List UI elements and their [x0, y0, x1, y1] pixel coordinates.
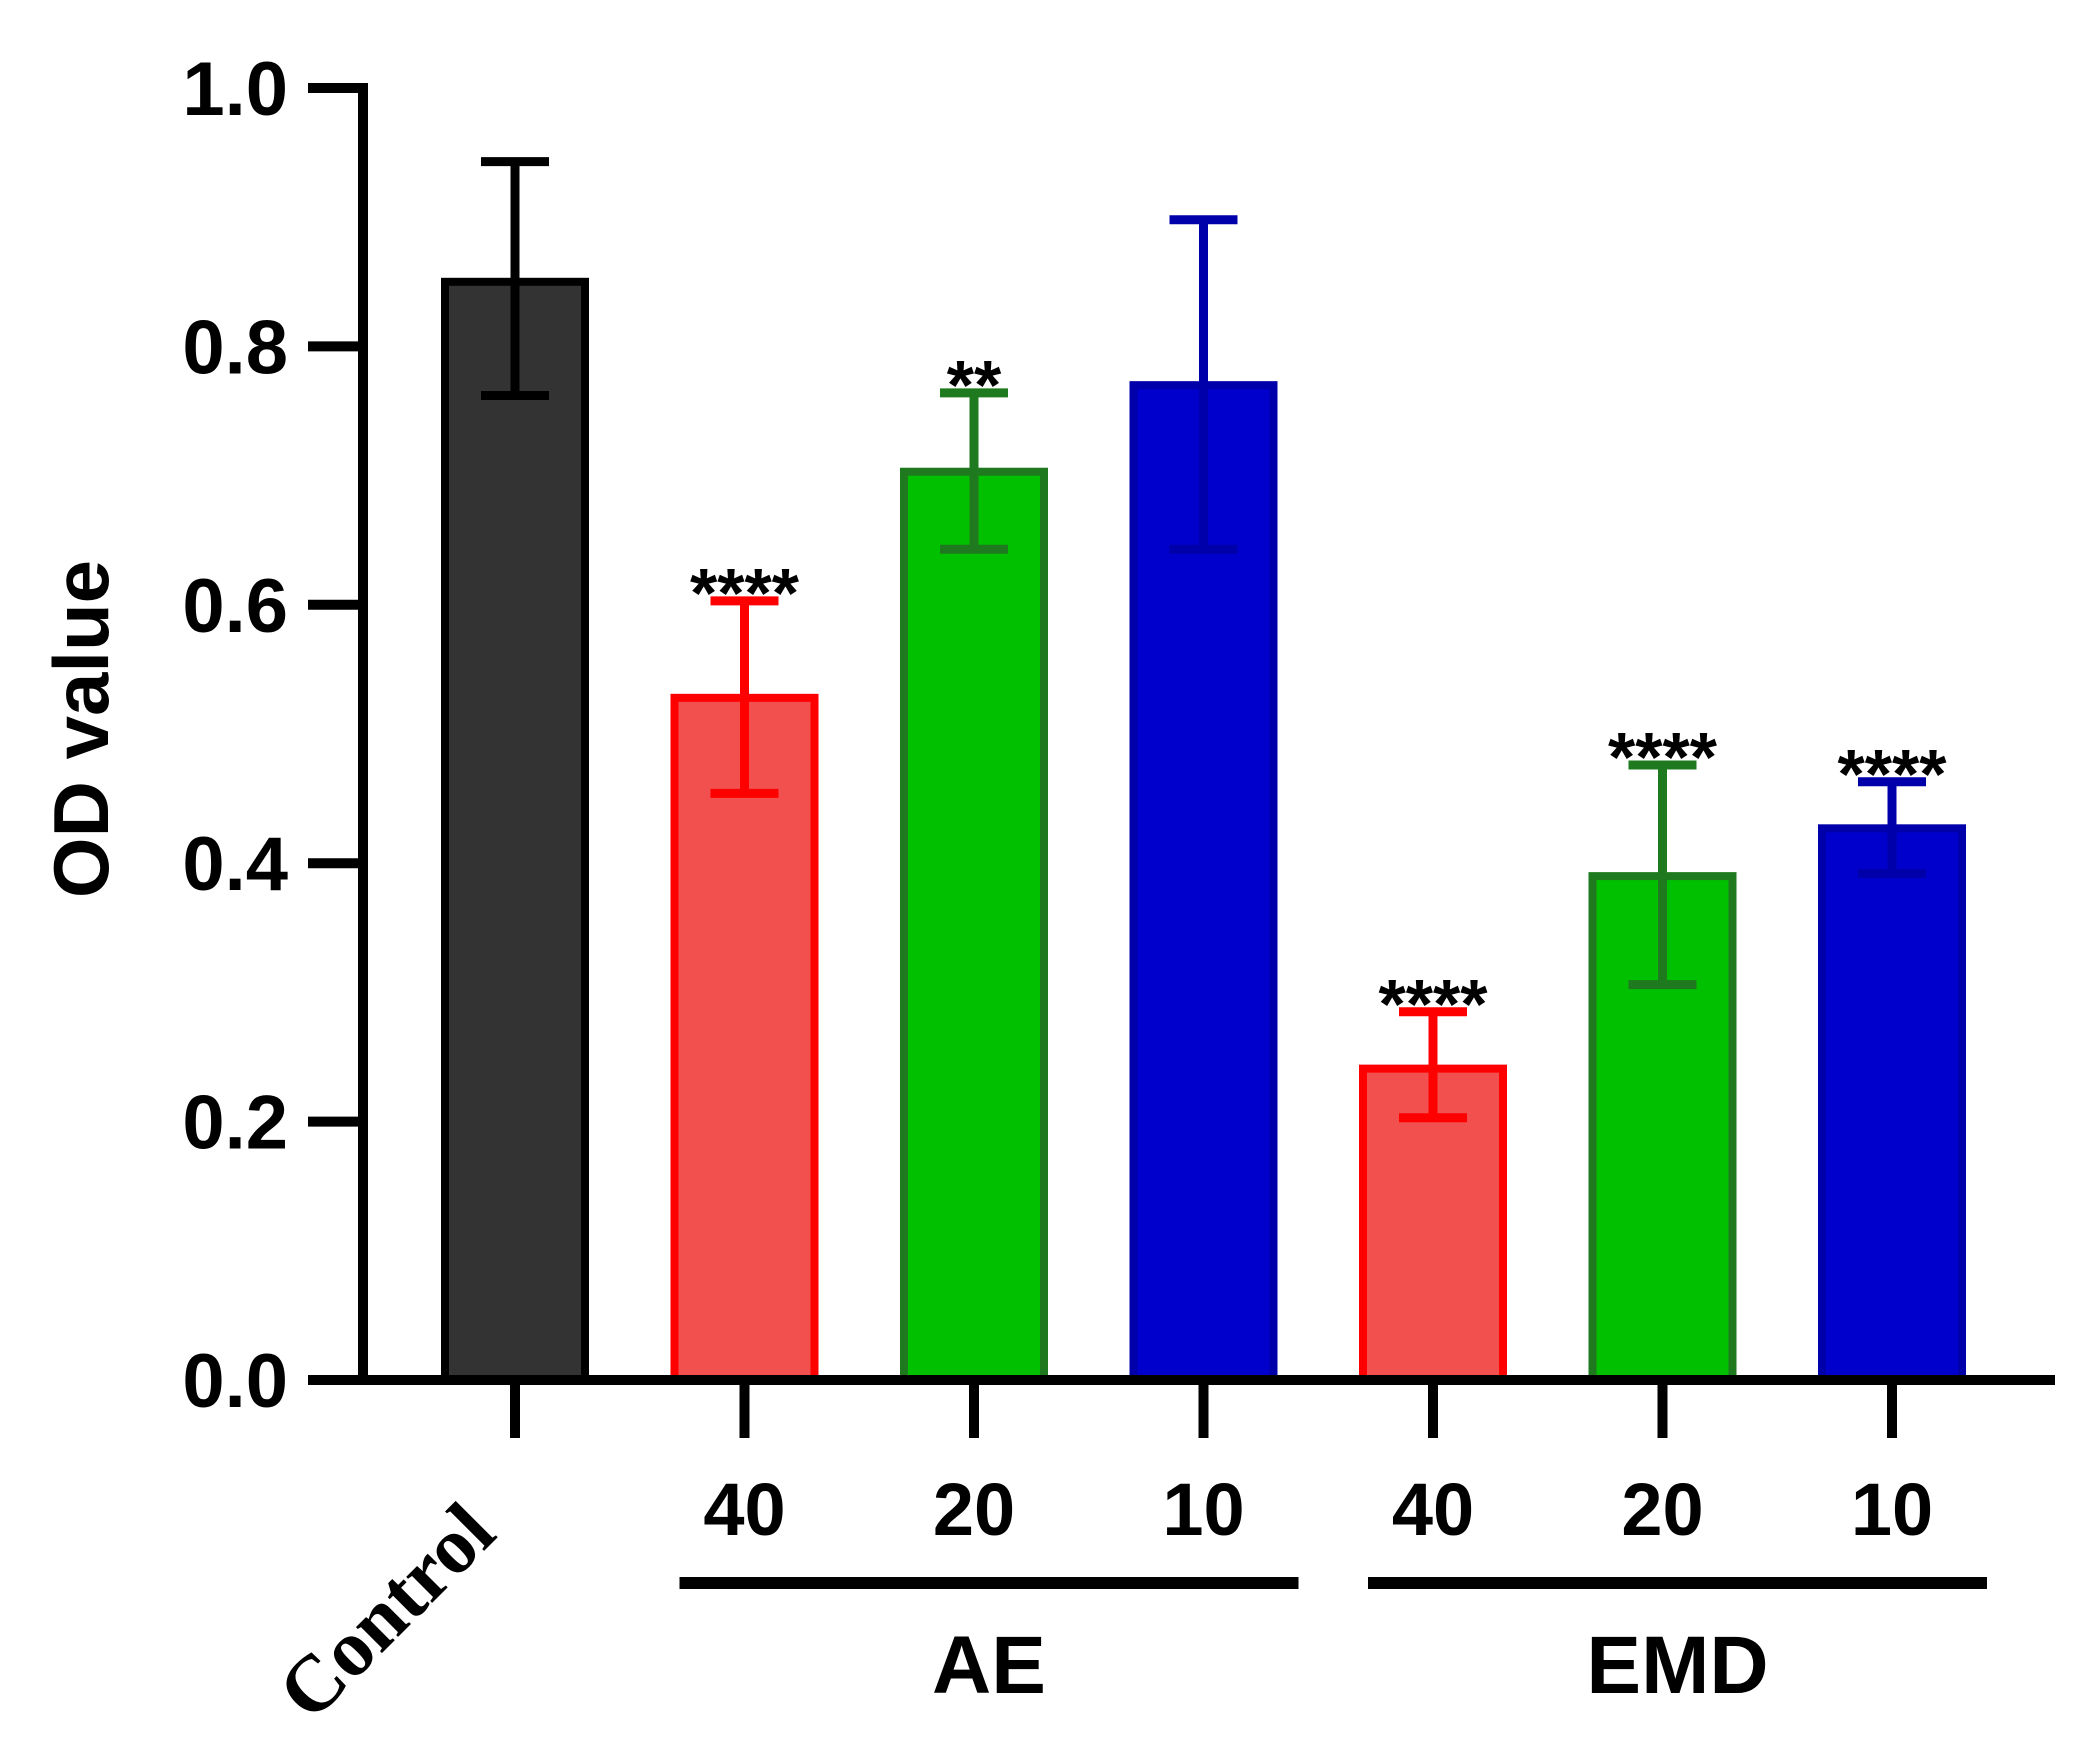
- significance-label-3: **: [947, 346, 1002, 424]
- y-tick-label-5: 1.0: [182, 47, 288, 132]
- x-label-4: 10: [1162, 1468, 1244, 1551]
- x-label-5: 40: [1392, 1468, 1474, 1551]
- significance-label-6: ****: [1608, 718, 1718, 796]
- y-tick-label-2: 0.4: [182, 822, 288, 907]
- y-tick-label-3: 0.6: [182, 564, 288, 649]
- axes-layer: [308, 83, 2055, 1589]
- x-label-2: 40: [703, 1468, 785, 1551]
- bar-7: [1818, 824, 1966, 1384]
- bar-2: [670, 693, 819, 1384]
- x-label-control: Control: [262, 1487, 512, 1737]
- group-label-ae: AE: [932, 1620, 1046, 1711]
- bar-1: [441, 277, 589, 1384]
- bars-layer: [441, 157, 1966, 1385]
- y-tick-label-0: 0.0: [182, 1339, 288, 1424]
- group-label-emd: EMD: [1586, 1620, 1768, 1711]
- x-label-7: 10: [1851, 1468, 1933, 1551]
- y-tick-label-4: 0.8: [182, 305, 288, 390]
- significance-label-5: ****: [1379, 965, 1489, 1043]
- significance-label-7: ****: [1838, 735, 1948, 813]
- y-tick-label-1: 0.2: [182, 1081, 288, 1166]
- y-axis-title: OD value: [37, 560, 125, 898]
- significance-label-2: ****: [690, 554, 800, 632]
- x-label-3: 20: [933, 1468, 1015, 1551]
- x-label-6: 20: [1621, 1468, 1703, 1551]
- bar-3: [900, 467, 1048, 1384]
